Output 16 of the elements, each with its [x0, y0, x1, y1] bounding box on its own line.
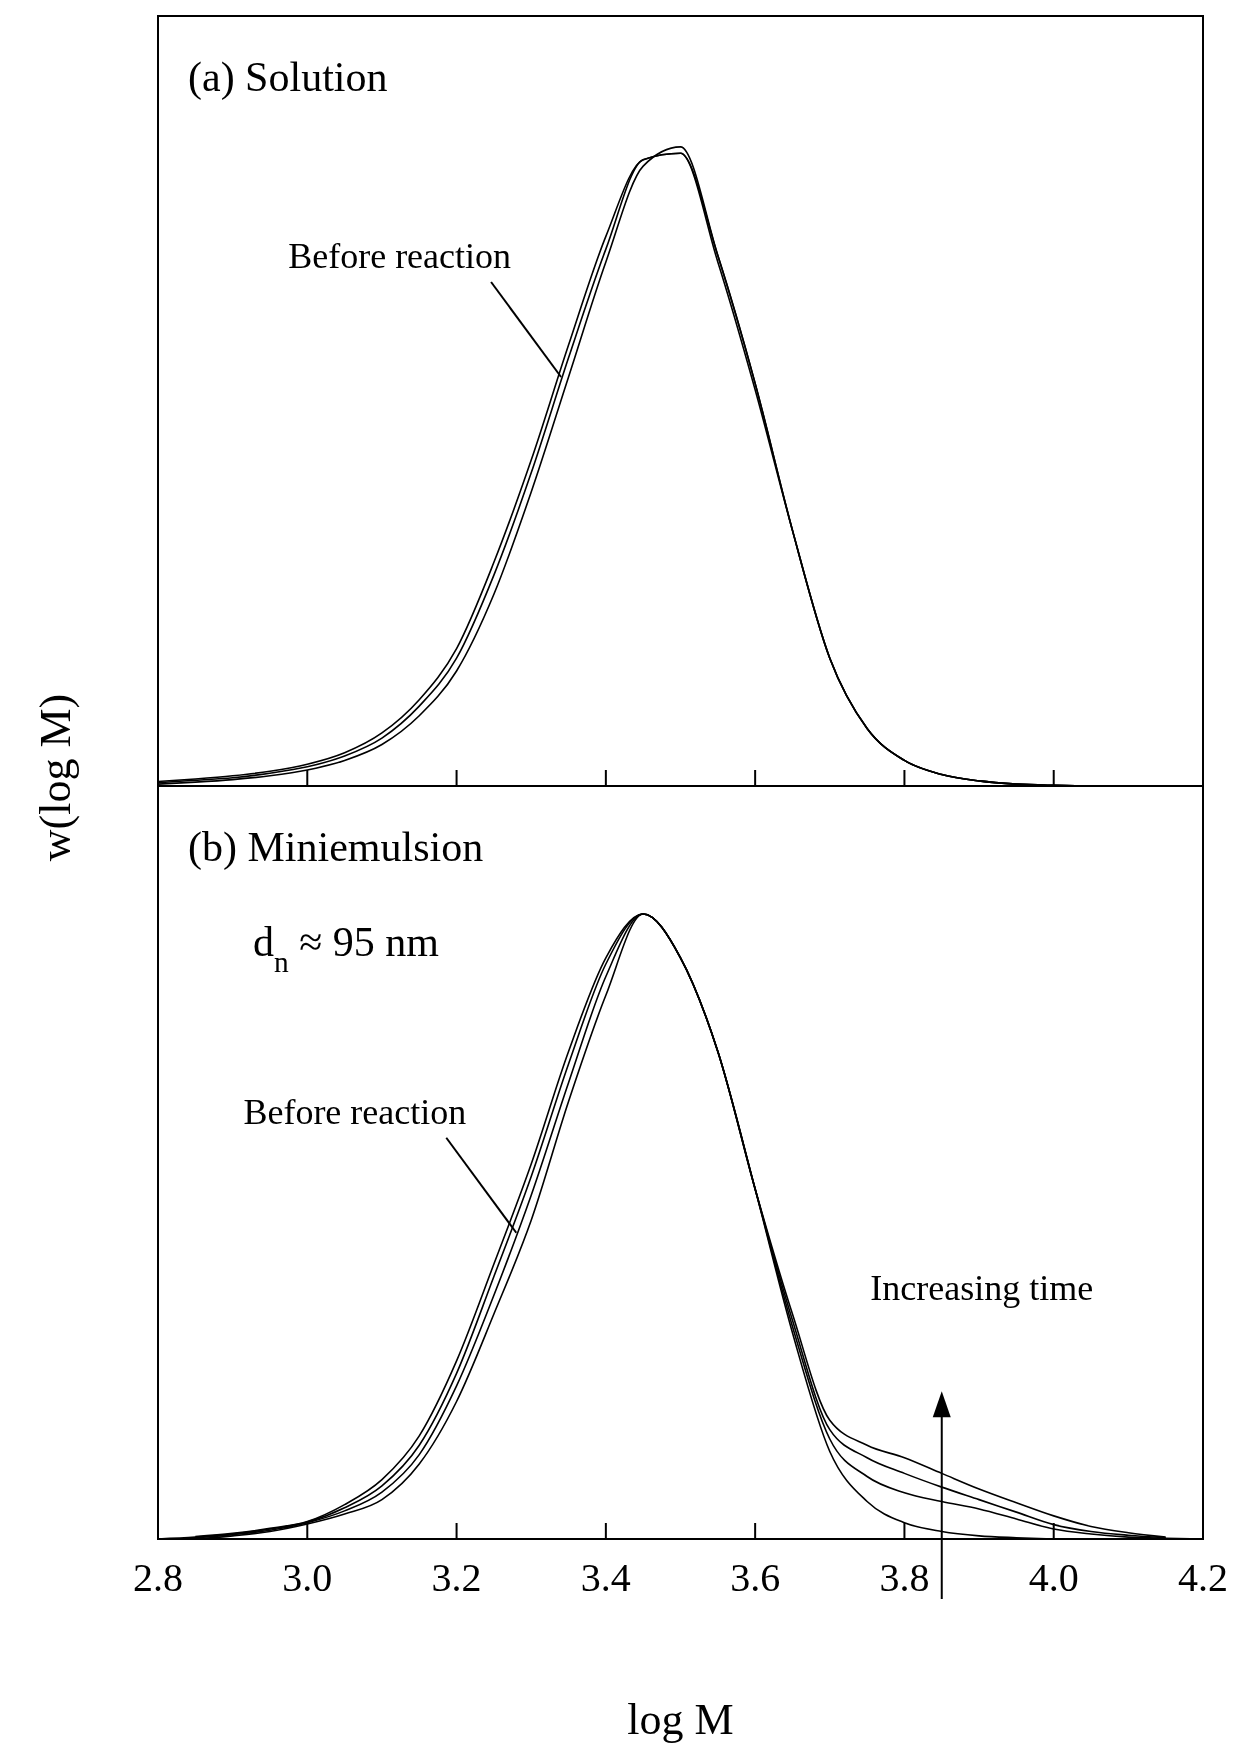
x-tick-label: 3.0 — [282, 1555, 333, 1600]
x-tick-label: 3.6 — [730, 1555, 781, 1600]
x-tick-label: 3.2 — [431, 1555, 482, 1600]
annotation: Before reaction — [243, 1091, 467, 1132]
annotation: Increasing time — [870, 1268, 1094, 1309]
y-axis-title: w(log M) — [31, 693, 80, 862]
chart-title: (a) Solution — [188, 54, 388, 101]
x-axis-title: log M — [627, 1695, 734, 1744]
x-tick-label: 3.8 — [879, 1555, 930, 1600]
x-tick-label: 4.2 — [1178, 1555, 1228, 1600]
chart-subtitle: d$_{n}$ ≈ 95 nm — [253, 919, 440, 978]
x-tick-label: 2.8 — [133, 1555, 183, 1600]
annotation: Before reaction — [288, 235, 512, 276]
x-tick-label: 4.0 — [1028, 1555, 1079, 1600]
chart-title: (b) Miniemulsion — [188, 824, 484, 871]
x-tick-label: 3.4 — [580, 1555, 631, 1600]
